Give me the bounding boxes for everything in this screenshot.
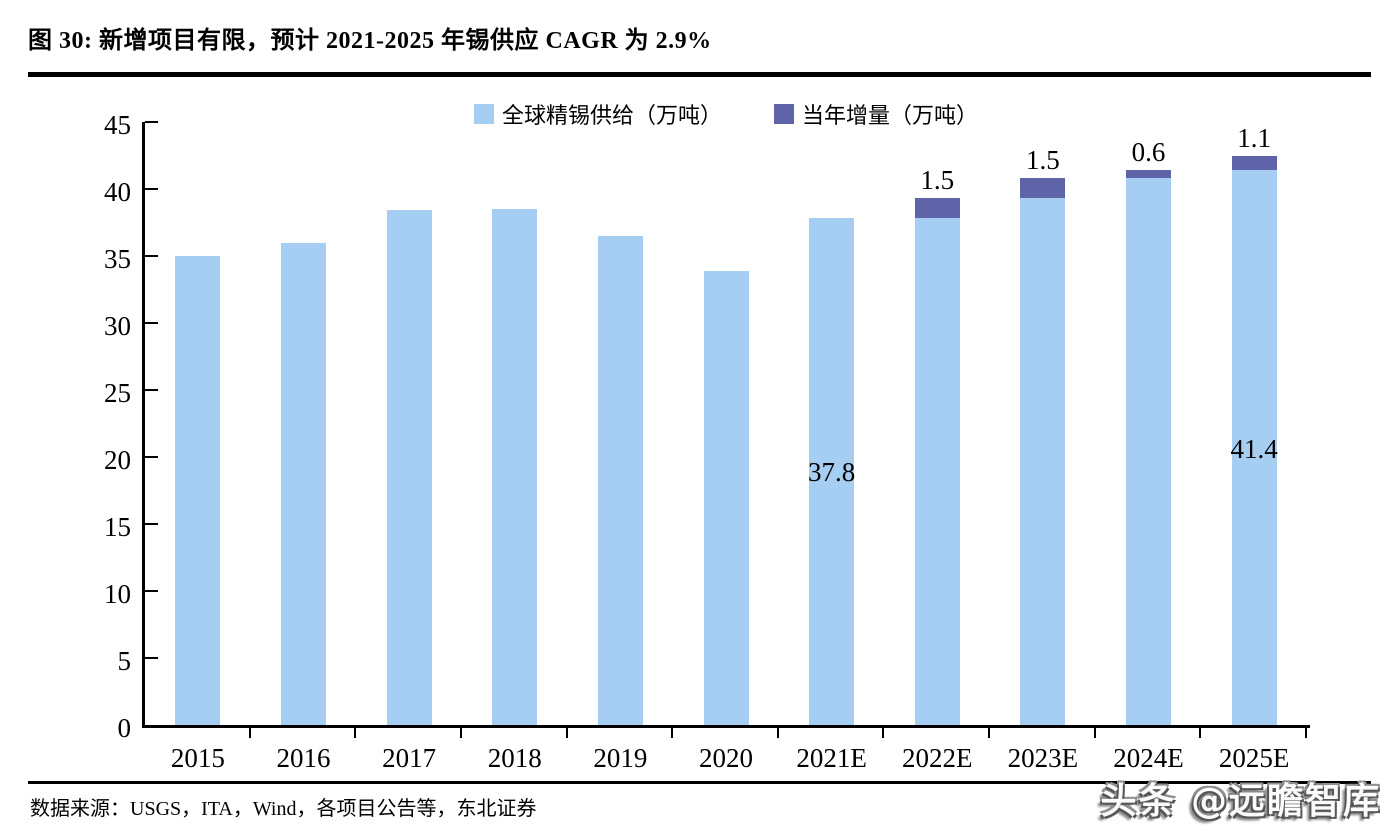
tin-supply-bar-chart: 全球精锡供给（万吨） 当年增量（万吨） 0 5 10 15 20 25 30 35 40 45 201… — [104, 103, 1310, 773]
supply-bar — [914, 218, 960, 725]
x-axis-line — [142, 725, 1310, 728]
watermark: 头条 @远瞻智库 — [1100, 781, 1381, 822]
y-axis-tick-label: 35 — [104, 244, 131, 274]
increment-bar — [1231, 155, 1277, 171]
y-axis-tick-label: 15 — [104, 512, 131, 542]
bar-inner-value-label: 37.8 — [808, 456, 856, 487]
x-axis-tick — [988, 727, 991, 738]
supply-bar — [597, 235, 643, 725]
bar-value-label: 1.1 — [1237, 122, 1272, 153]
y-axis-tick — [145, 188, 158, 190]
bar-inner-value-label: 41.4 — [1230, 434, 1278, 465]
plot-area: 0 5 10 15 20 25 30 35 40 45 2015 2016 2017 2018 2019 20… — [104, 110, 1310, 773]
bar-value-label: 1.5 — [1026, 145, 1060, 176]
y-axis-tick — [145, 389, 158, 391]
bar-value-label: 0.6 — [1131, 137, 1166, 168]
x-axis-category-label: 2021E — [796, 743, 867, 773]
x-axis-category-label: 2017 — [382, 743, 437, 773]
x-axis-tick — [776, 727, 779, 738]
y-axis-tick — [145, 121, 158, 123]
y-axis-tick — [145, 456, 158, 458]
y-axis-tick-label: 25 — [104, 378, 131, 408]
x-axis-category-label: 2019 — [593, 743, 648, 773]
x-axis-tick — [671, 727, 674, 738]
figure-title: 图 30: 新增项目有限，预计 2021-2025 年锡供应 CAGR 为 2.… — [28, 28, 712, 54]
y-axis-tick-label: 5 — [117, 646, 132, 676]
y-axis-tick-label: 45 — [104, 110, 131, 140]
supply-bar — [809, 218, 855, 725]
x-axis-category-label: 2018 — [487, 743, 542, 773]
supply-bar — [1231, 170, 1277, 725]
supply-bar — [492, 209, 538, 725]
x-axis-tick — [882, 727, 885, 738]
x-axis-category-label: 2023E — [1007, 743, 1079, 773]
legend-swatch-icon — [774, 104, 794, 124]
supply-bar — [175, 256, 221, 725]
y-axis-tick-label: 40 — [104, 177, 131, 207]
y-axis-tick-label: 10 — [104, 579, 131, 609]
y-axis-tick — [145, 590, 158, 592]
y-axis-tick-label: 0 — [117, 713, 132, 743]
increment-bar — [1020, 178, 1066, 199]
title-divider — [28, 72, 1371, 77]
x-axis-tick — [1199, 727, 1202, 738]
x-axis-category-label: 2020 — [698, 743, 753, 773]
supply-bar — [1020, 198, 1066, 725]
x-axis-tick — [459, 727, 462, 738]
y-axis-line — [142, 122, 145, 728]
legend-swatch-icon — [473, 104, 494, 124]
y-axis-tick — [145, 322, 158, 324]
increment-bar — [914, 198, 960, 219]
y-axis-tick — [145, 657, 158, 659]
x-axis-category-label: 2025E — [1218, 743, 1290, 773]
x-axis-category-label: 2024E — [1113, 743, 1184, 773]
x-axis-tick — [565, 727, 568, 738]
supply-bar — [703, 270, 749, 725]
x-axis-category-label: 2015 — [170, 743, 225, 773]
y-axis-tick — [145, 255, 158, 257]
footer-divider — [28, 781, 1371, 784]
supply-bar — [386, 210, 432, 725]
supply-bar — [280, 242, 326, 725]
x-axis-tick — [354, 727, 357, 738]
x-axis-category-label: 2016 — [276, 743, 331, 773]
bar-value-label: 1.5 — [920, 165, 955, 196]
y-axis-tick — [145, 523, 158, 525]
x-axis-tick — [248, 727, 251, 738]
data-source: 数据来源：USGS，ITA，Wind，各项目公告等，东北证券 — [30, 798, 537, 820]
supply-bar — [1126, 178, 1172, 725]
y-axis-tick-label: 30 — [104, 311, 131, 341]
x-axis-tick — [1305, 727, 1307, 738]
increment-bar — [1126, 170, 1172, 179]
x-axis-category-label: 2022E — [902, 743, 973, 773]
y-axis-tick-label: 20 — [104, 445, 131, 475]
x-axis-tick — [1093, 727, 1096, 738]
